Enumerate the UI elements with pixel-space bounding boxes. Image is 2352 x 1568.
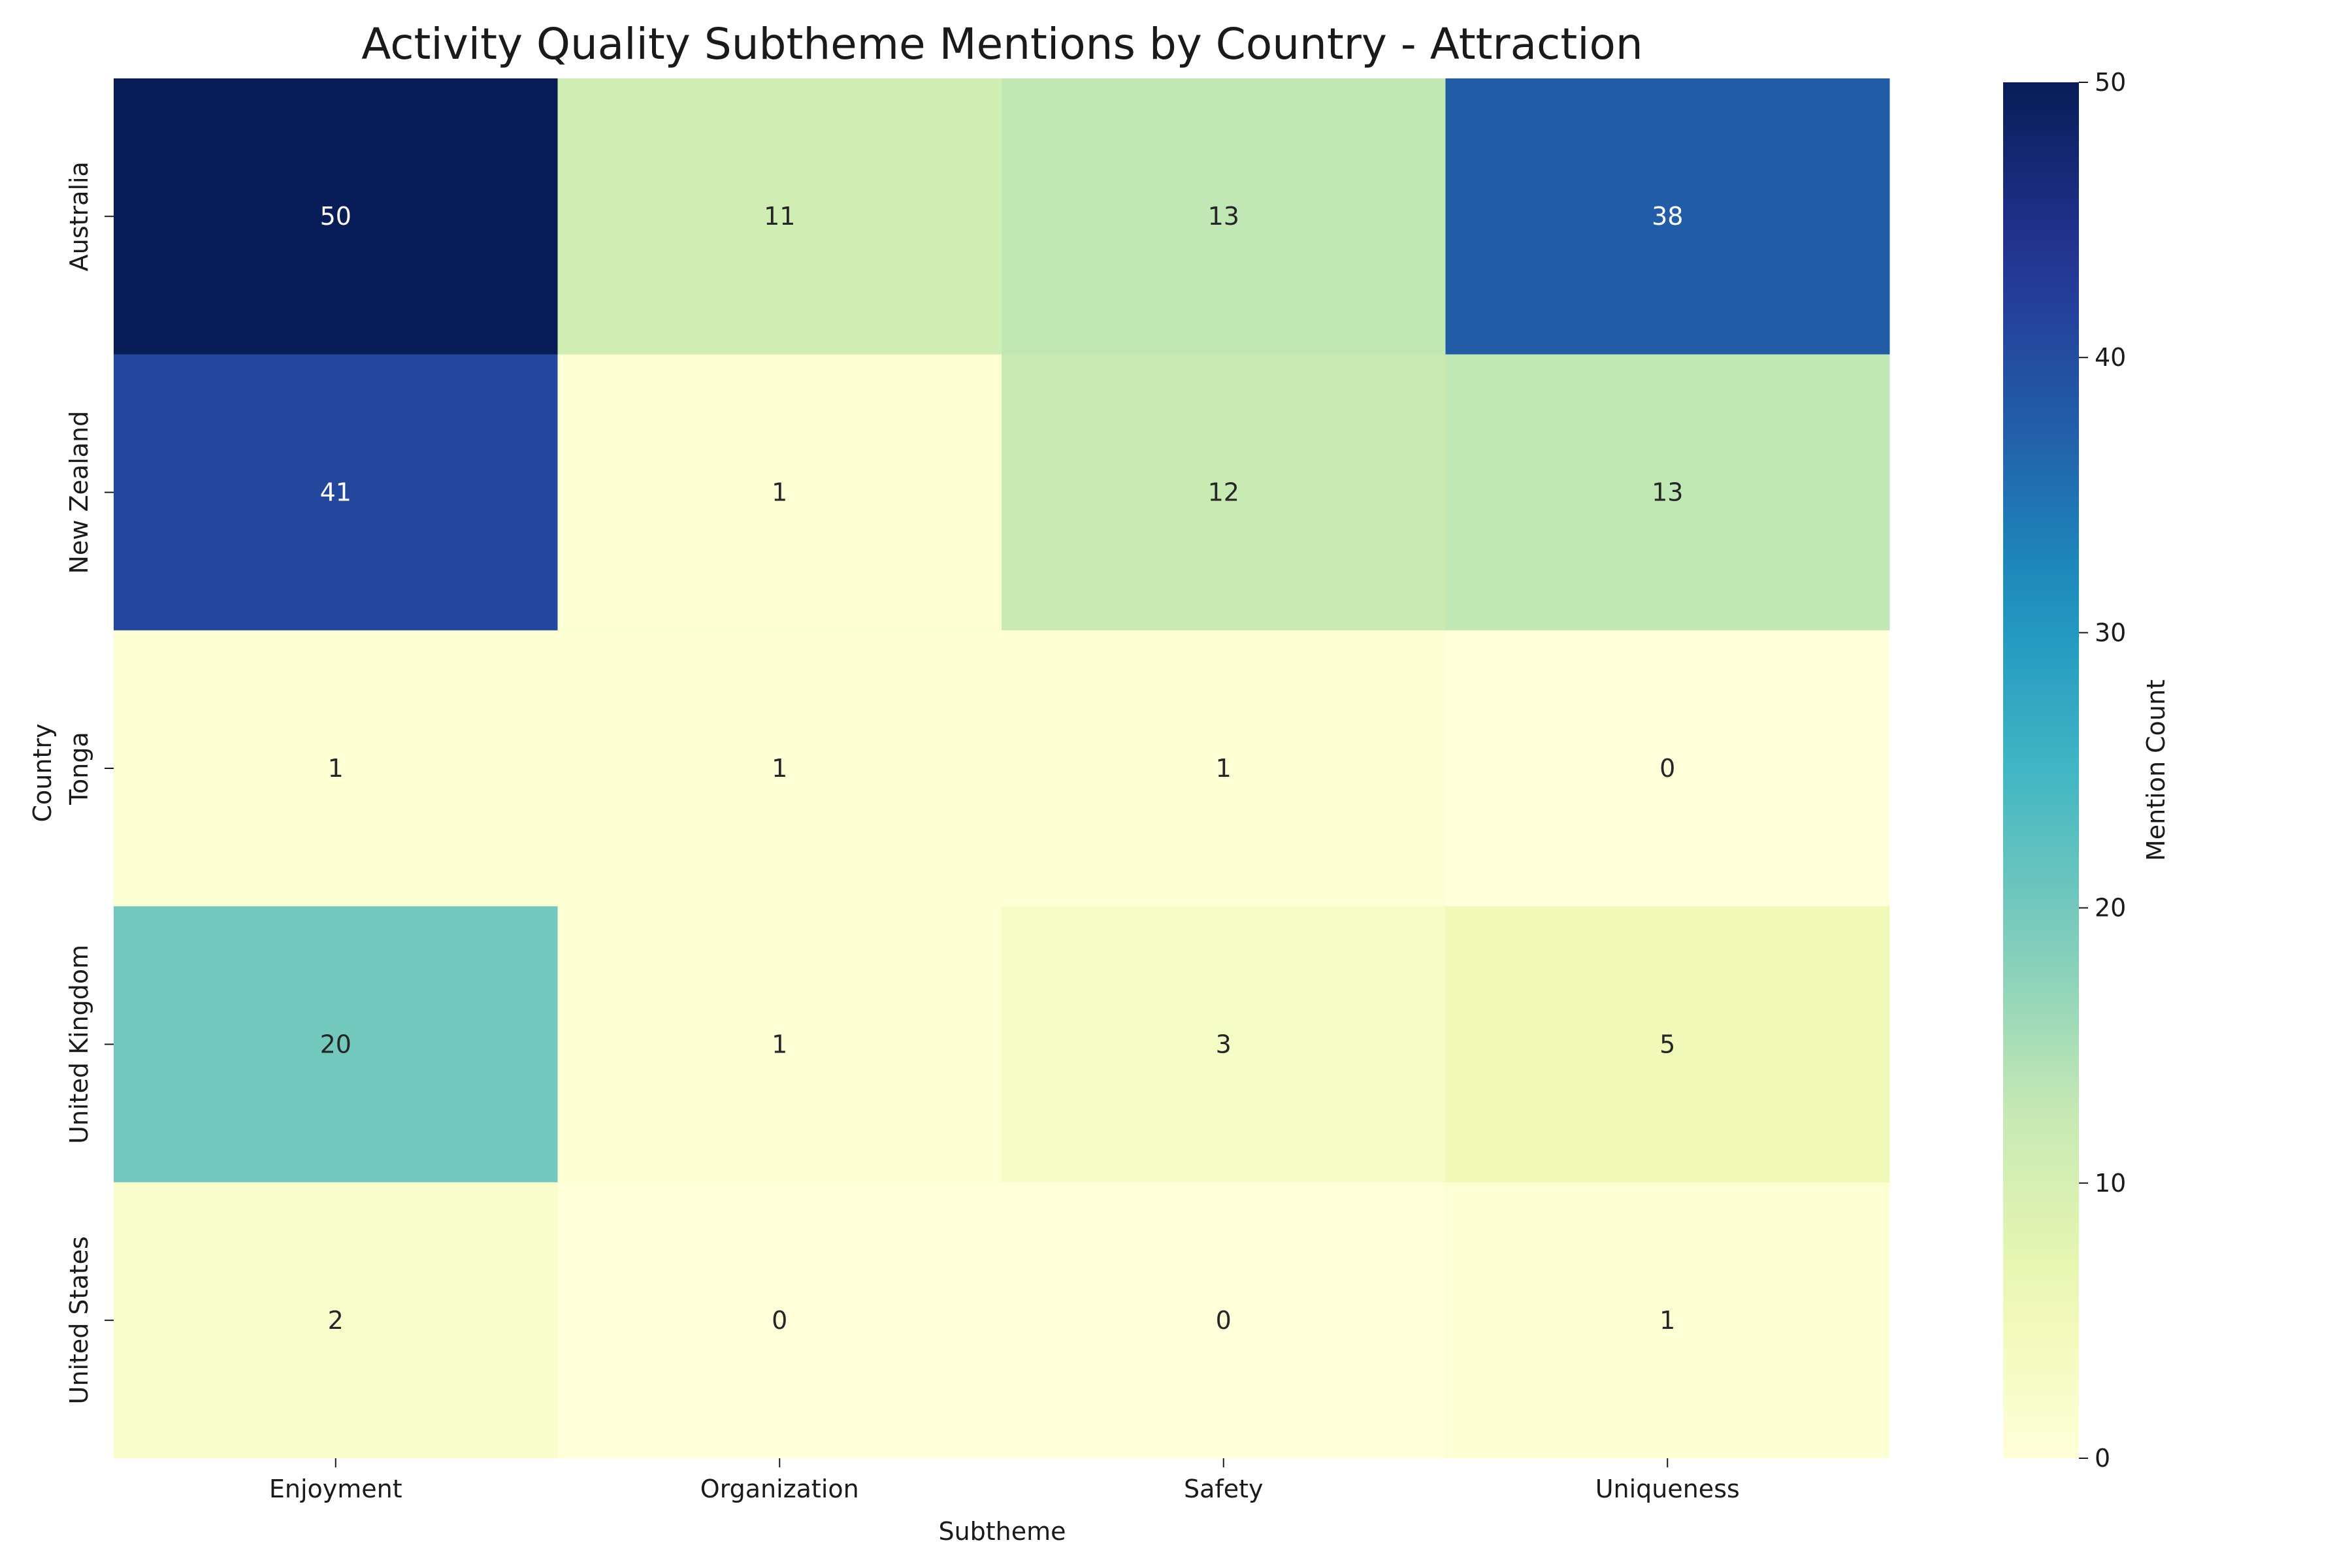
cell-value-label: 12 — [1208, 478, 1239, 507]
cell-value-label: 13 — [1652, 478, 1683, 507]
heatmap-cell — [1445, 78, 1890, 355]
colorbar-tick-label: 40 — [2095, 343, 2126, 372]
cell-value-label: 20 — [320, 1030, 351, 1058]
chart-title: Activity Quality Subtheme Mentions by Co… — [361, 19, 1643, 69]
cell-value-label: 38 — [1652, 202, 1683, 231]
heatmap-cell — [1002, 78, 1446, 355]
y-tick-label: United States — [65, 1236, 93, 1404]
y-tick-label: New Zealand — [65, 411, 93, 574]
x-tick-label: Uniqueness — [1595, 1475, 1740, 1503]
heatmap-cell — [114, 630, 558, 907]
colorbar-tick-label: 10 — [2095, 1169, 2126, 1198]
x-tick-label: Enjoyment — [269, 1475, 402, 1503]
colorbar-label: Mention Count — [2142, 679, 2170, 861]
heatmap-cell — [557, 354, 1002, 631]
x-tick-label: Organization — [700, 1475, 859, 1503]
cell-value-label: 11 — [764, 202, 795, 231]
y-tick-label: United Kingdom — [65, 945, 93, 1144]
cell-value-label: 13 — [1208, 202, 1239, 231]
heatmap-cell — [557, 1182, 1002, 1459]
colorbar-tick-label: 50 — [2095, 68, 2126, 97]
cell-value-label: 1 — [1216, 754, 1232, 783]
heatmap-cell — [114, 906, 558, 1183]
cell-value-label: 1 — [1659, 1306, 1675, 1335]
x-axis: Enjoyment Organization Safety Uniqueness — [269, 1458, 1740, 1503]
colorbar-axis: 0 10 20 30 40 50 — [2079, 68, 2126, 1473]
y-tick-label: Tonga — [65, 732, 93, 806]
heatmap-cell — [114, 1182, 558, 1459]
cell-value-label: 5 — [1659, 1030, 1675, 1058]
heatmap-cell — [1445, 906, 1890, 1183]
cell-value-label: 0 — [1659, 754, 1675, 783]
heatmap-cell — [1445, 354, 1890, 631]
cell-value-label: 1 — [328, 754, 344, 783]
cell-value-label: 41 — [320, 478, 351, 507]
heatmap-cell — [114, 354, 558, 631]
heatmap-cell — [1002, 906, 1446, 1183]
y-axis: Australia New Zealand Tonga United Kingdom U… — [65, 161, 114, 1404]
heatmap-cell — [1445, 1182, 1890, 1459]
cell-value-label: 50 — [320, 202, 351, 231]
heatmap-cell — [1002, 630, 1446, 907]
heatmap-cell — [114, 78, 558, 355]
y-axis-label: Country — [28, 724, 57, 823]
cell-value-label: 1 — [772, 754, 787, 783]
colorbar-tick-label: 0 — [2095, 1444, 2110, 1473]
cell-value-label: 3 — [1216, 1030, 1232, 1058]
heatmap-cell — [1002, 354, 1446, 631]
cell-value-label: 1 — [772, 1030, 787, 1058]
colorbar-tick-label: 30 — [2095, 618, 2126, 647]
heatmap-cells — [114, 78, 1890, 1459]
colorbar-tick-label: 20 — [2095, 894, 2126, 923]
cell-value-label: 1 — [772, 478, 787, 507]
y-tick-label: Australia — [65, 161, 93, 271]
x-axis-label: Subtheme — [938, 1517, 1066, 1546]
heatmap-cell — [557, 78, 1002, 355]
cell-value-label: 0 — [772, 1306, 787, 1335]
cell-value-label: 2 — [328, 1306, 344, 1335]
colorbar — [2003, 82, 2079, 1458]
x-tick-label: Safety — [1184, 1475, 1264, 1503]
heatmap-cell — [1445, 630, 1890, 907]
cell-value-label: 0 — [1216, 1306, 1232, 1335]
heatmap-cell — [1002, 1182, 1446, 1459]
heatmap-cell — [557, 906, 1002, 1183]
heatmap-cell — [557, 630, 1002, 907]
